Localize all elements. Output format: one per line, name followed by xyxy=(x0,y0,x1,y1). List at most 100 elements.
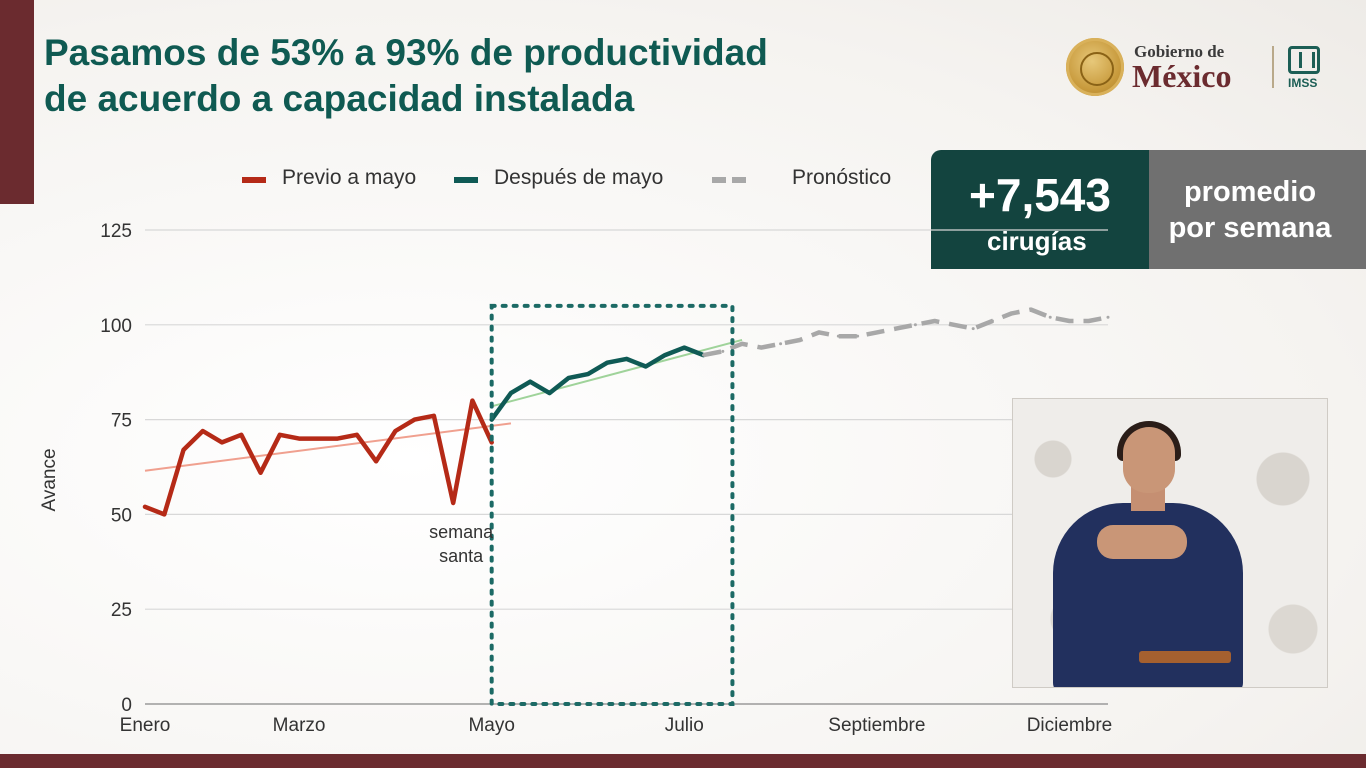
x-tick-label: Marzo xyxy=(273,715,326,736)
imss-text: IMSS xyxy=(1288,76,1318,90)
series-point xyxy=(470,399,474,403)
series-point xyxy=(894,327,898,331)
legend-label-pronostico: Pronóstico xyxy=(792,166,892,189)
series-line-2 xyxy=(703,307,1109,358)
imss-logo-icon xyxy=(1288,46,1320,74)
series-point xyxy=(1029,308,1033,312)
legend-label-previo: Previo a mayo xyxy=(282,166,417,189)
page-title: Pasamos de 53% a 93% de productividad de… xyxy=(44,30,944,122)
series-point xyxy=(413,418,417,422)
series-point xyxy=(509,391,513,395)
series-point xyxy=(721,349,725,353)
series-point xyxy=(913,323,917,327)
series-point xyxy=(952,323,956,327)
series-point xyxy=(1087,319,1091,323)
national-seal-icon xyxy=(1066,38,1124,96)
x-tick-label: Diciembre xyxy=(1027,715,1113,736)
brand-accent-bar xyxy=(0,0,34,204)
series-point xyxy=(374,459,378,463)
y-tick-label: 25 xyxy=(111,600,132,621)
series-point xyxy=(990,319,994,323)
badge-number: +7,543 xyxy=(969,169,1111,221)
chart-highlight-box xyxy=(489,303,735,706)
legend-label-despues: Después de mayo xyxy=(494,166,664,189)
chart-grid xyxy=(145,229,1108,705)
trendline-0 xyxy=(144,422,512,472)
series-point xyxy=(702,353,706,357)
chart-labels: 0 25 50 75 100 125 Enero Marzo Mayo Julio Septiemb… xyxy=(39,221,1112,736)
legend-swatch-pronostico-2 xyxy=(732,177,746,183)
x-tick-label: Enero xyxy=(120,715,171,736)
y-tick-label: 0 xyxy=(121,695,132,716)
interpreter-hands xyxy=(1097,525,1187,559)
series-point xyxy=(528,380,532,384)
government-logo: Gobierno de México IMSS xyxy=(1066,38,1336,96)
series-point xyxy=(316,437,320,441)
badge-number-panel: +7,543 cirugías xyxy=(931,150,1149,269)
series-point xyxy=(586,372,590,376)
series-point xyxy=(779,342,783,346)
series-point xyxy=(355,433,359,437)
series-point xyxy=(1010,311,1014,315)
x-tick-label: Julio xyxy=(665,715,704,736)
badge-caption-line-1: promedio xyxy=(1183,176,1317,208)
annotation-line-2: santa xyxy=(439,546,484,566)
x-tick-label: Mayo xyxy=(468,715,514,736)
annotation-line-1: semana xyxy=(429,522,494,542)
series-point xyxy=(336,437,340,441)
series-point xyxy=(663,353,667,357)
chart-trendlines xyxy=(144,339,743,472)
series-point xyxy=(856,334,860,338)
series-point xyxy=(605,361,609,365)
series-point xyxy=(798,338,802,342)
y-axis-title: Avance xyxy=(39,448,60,511)
series-point xyxy=(740,342,744,346)
trendline-1 xyxy=(491,339,743,408)
y-tick-label: 100 xyxy=(100,316,132,337)
y-tick-label: 75 xyxy=(111,411,132,432)
logo-text-main: México xyxy=(1132,58,1232,94)
series-point xyxy=(278,433,282,437)
series-point xyxy=(1048,315,1052,319)
series-point xyxy=(220,440,224,444)
series-point xyxy=(259,471,263,475)
series-point xyxy=(547,391,551,395)
series-point xyxy=(875,330,879,334)
series-point xyxy=(393,429,397,433)
series-point xyxy=(182,448,186,452)
series-point xyxy=(817,330,821,334)
series-point xyxy=(490,440,494,444)
badge-unit: cirugías xyxy=(987,226,1087,256)
series-point xyxy=(432,414,436,418)
series-line-1 xyxy=(489,345,706,422)
series-line-0 xyxy=(142,398,494,517)
brand-footer-bar xyxy=(0,754,1366,768)
series-point xyxy=(1106,315,1110,319)
badge-caption-line-2: por semana xyxy=(1168,212,1332,244)
series-point xyxy=(836,334,840,338)
chart-series xyxy=(142,307,1110,517)
highlight-box-rect xyxy=(489,303,735,706)
logo-text-top: Gobierno de xyxy=(1134,42,1225,61)
sign-language-interpreter-video xyxy=(1012,398,1328,688)
series-point xyxy=(451,501,455,505)
series-point xyxy=(682,346,686,350)
interpreter-belt xyxy=(1139,651,1231,663)
title-line-2: de acuerdo a capacidad instalada xyxy=(44,78,635,119)
legend-swatch-despues xyxy=(454,177,478,183)
series-point xyxy=(644,365,648,369)
series-point xyxy=(143,505,147,509)
badge-caption-panel: promedio por semana xyxy=(1118,150,1366,269)
series-point xyxy=(567,376,571,380)
series-point xyxy=(1067,319,1071,323)
y-tick-label: 125 xyxy=(100,221,132,242)
series-point xyxy=(162,512,166,516)
series-point xyxy=(297,437,301,441)
y-tick-label: 50 xyxy=(111,505,132,526)
series-point xyxy=(971,327,975,331)
series-point xyxy=(239,433,243,437)
x-tick-label: Septiembre xyxy=(828,715,925,736)
interpreter-head xyxy=(1123,427,1175,493)
series-point xyxy=(759,346,763,350)
